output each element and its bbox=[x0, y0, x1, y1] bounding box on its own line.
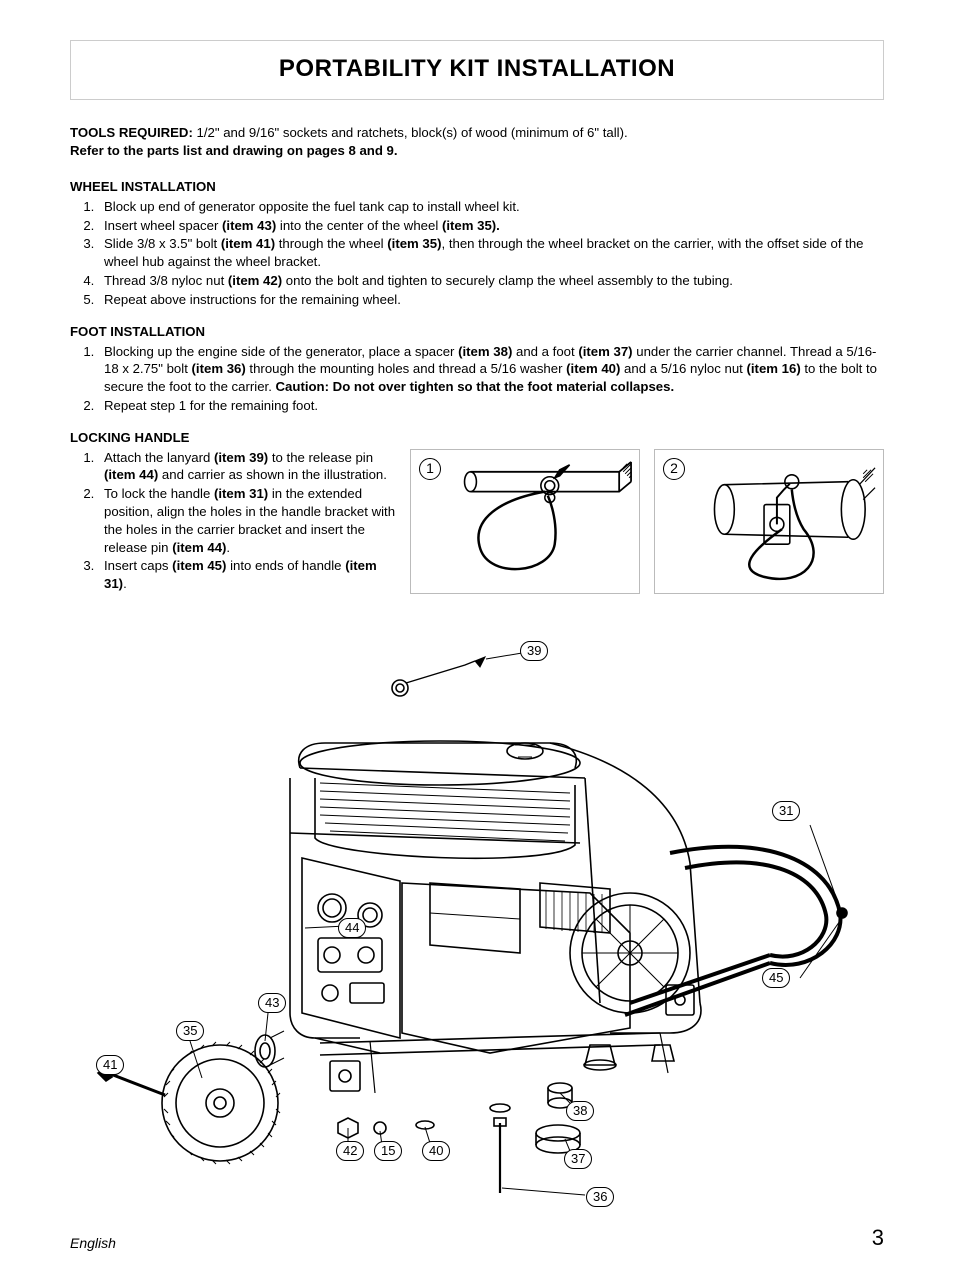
list-item: Insert caps (item 45) into ends of handl… bbox=[98, 557, 396, 593]
callout-39: 39 bbox=[520, 641, 548, 661]
title-container: PORTABILITY KIT INSTALLATION bbox=[70, 40, 884, 100]
intro-paragraph: TOOLS REQUIRED: 1/2" and 9/16" sockets a… bbox=[70, 124, 884, 160]
list-item: Block up end of generator opposite the f… bbox=[98, 198, 884, 216]
callout-41: 41 bbox=[96, 1055, 124, 1075]
figure-2: 2 bbox=[654, 449, 884, 594]
callout-38: 38 bbox=[566, 1101, 594, 1121]
foot-steps: Blocking up the engine side of the gener… bbox=[70, 343, 884, 415]
locking-row: Attach the lanyard (item 39) to the rele… bbox=[70, 449, 884, 604]
locking-text-col: Attach the lanyard (item 39) to the rele… bbox=[70, 449, 396, 604]
refer-text: Refer to the parts list and drawing on p… bbox=[70, 143, 398, 158]
page: PORTABILITY KIT INSTALLATION TOOLS REQUI… bbox=[0, 0, 954, 1283]
list-item: Repeat step 1 for the remaining foot. bbox=[98, 397, 884, 415]
figure-1: 1 bbox=[410, 449, 640, 594]
figure-2-illustration bbox=[655, 450, 883, 594]
tools-required-text: 1/2" and 9/16" sockets and ratchets, blo… bbox=[193, 125, 628, 140]
callout-44: 44 bbox=[338, 918, 366, 938]
callout-36: 36 bbox=[586, 1187, 614, 1207]
callout-45: 45 bbox=[762, 968, 790, 988]
list-item: Attach the lanyard (item 39) to the rele… bbox=[98, 449, 396, 485]
page-title: PORTABILITY KIT INSTALLATION bbox=[71, 53, 883, 85]
footer-language: English bbox=[70, 1234, 116, 1253]
page-footer: English 3 bbox=[70, 1223, 884, 1253]
locking-steps: Attach the lanyard (item 39) to the rele… bbox=[70, 449, 396, 594]
list-item: To lock the handle (item 31) in the exte… bbox=[98, 485, 396, 556]
list-item: Slide 3/8 x 3.5" bolt (item 41) through … bbox=[98, 235, 884, 271]
callout-35: 35 bbox=[176, 1021, 204, 1041]
figure-1-illustration bbox=[411, 450, 639, 594]
list-item: Blocking up the engine side of the gener… bbox=[98, 343, 884, 396]
callout-42: 42 bbox=[336, 1141, 364, 1161]
footer-page-number: 3 bbox=[872, 1223, 884, 1253]
list-item: Insert wheel spacer (item 43) into the c… bbox=[98, 217, 884, 235]
callout-43: 43 bbox=[258, 993, 286, 1013]
wheel-heading: WHEEL INSTALLATION bbox=[70, 178, 884, 196]
callout-15: 15 bbox=[374, 1141, 402, 1161]
callout-37: 37 bbox=[564, 1149, 592, 1169]
generator-illustration bbox=[70, 633, 884, 1213]
tools-required-label: TOOLS REQUIRED: bbox=[70, 125, 193, 140]
main-diagram: 39 31 44 45 43 35 41 42 15 40 38 37 36 bbox=[70, 633, 884, 1213]
callout-31: 31 bbox=[772, 801, 800, 821]
foot-heading: FOOT INSTALLATION bbox=[70, 323, 884, 341]
list-item: Repeat above instructions for the remain… bbox=[98, 291, 884, 309]
list-item: Thread 3/8 nyloc nut (item 42) onto the … bbox=[98, 272, 884, 290]
callout-40: 40 bbox=[422, 1141, 450, 1161]
wheel-steps: Block up end of generator opposite the f… bbox=[70, 198, 884, 309]
locking-heading: LOCKING HANDLE bbox=[70, 429, 884, 447]
